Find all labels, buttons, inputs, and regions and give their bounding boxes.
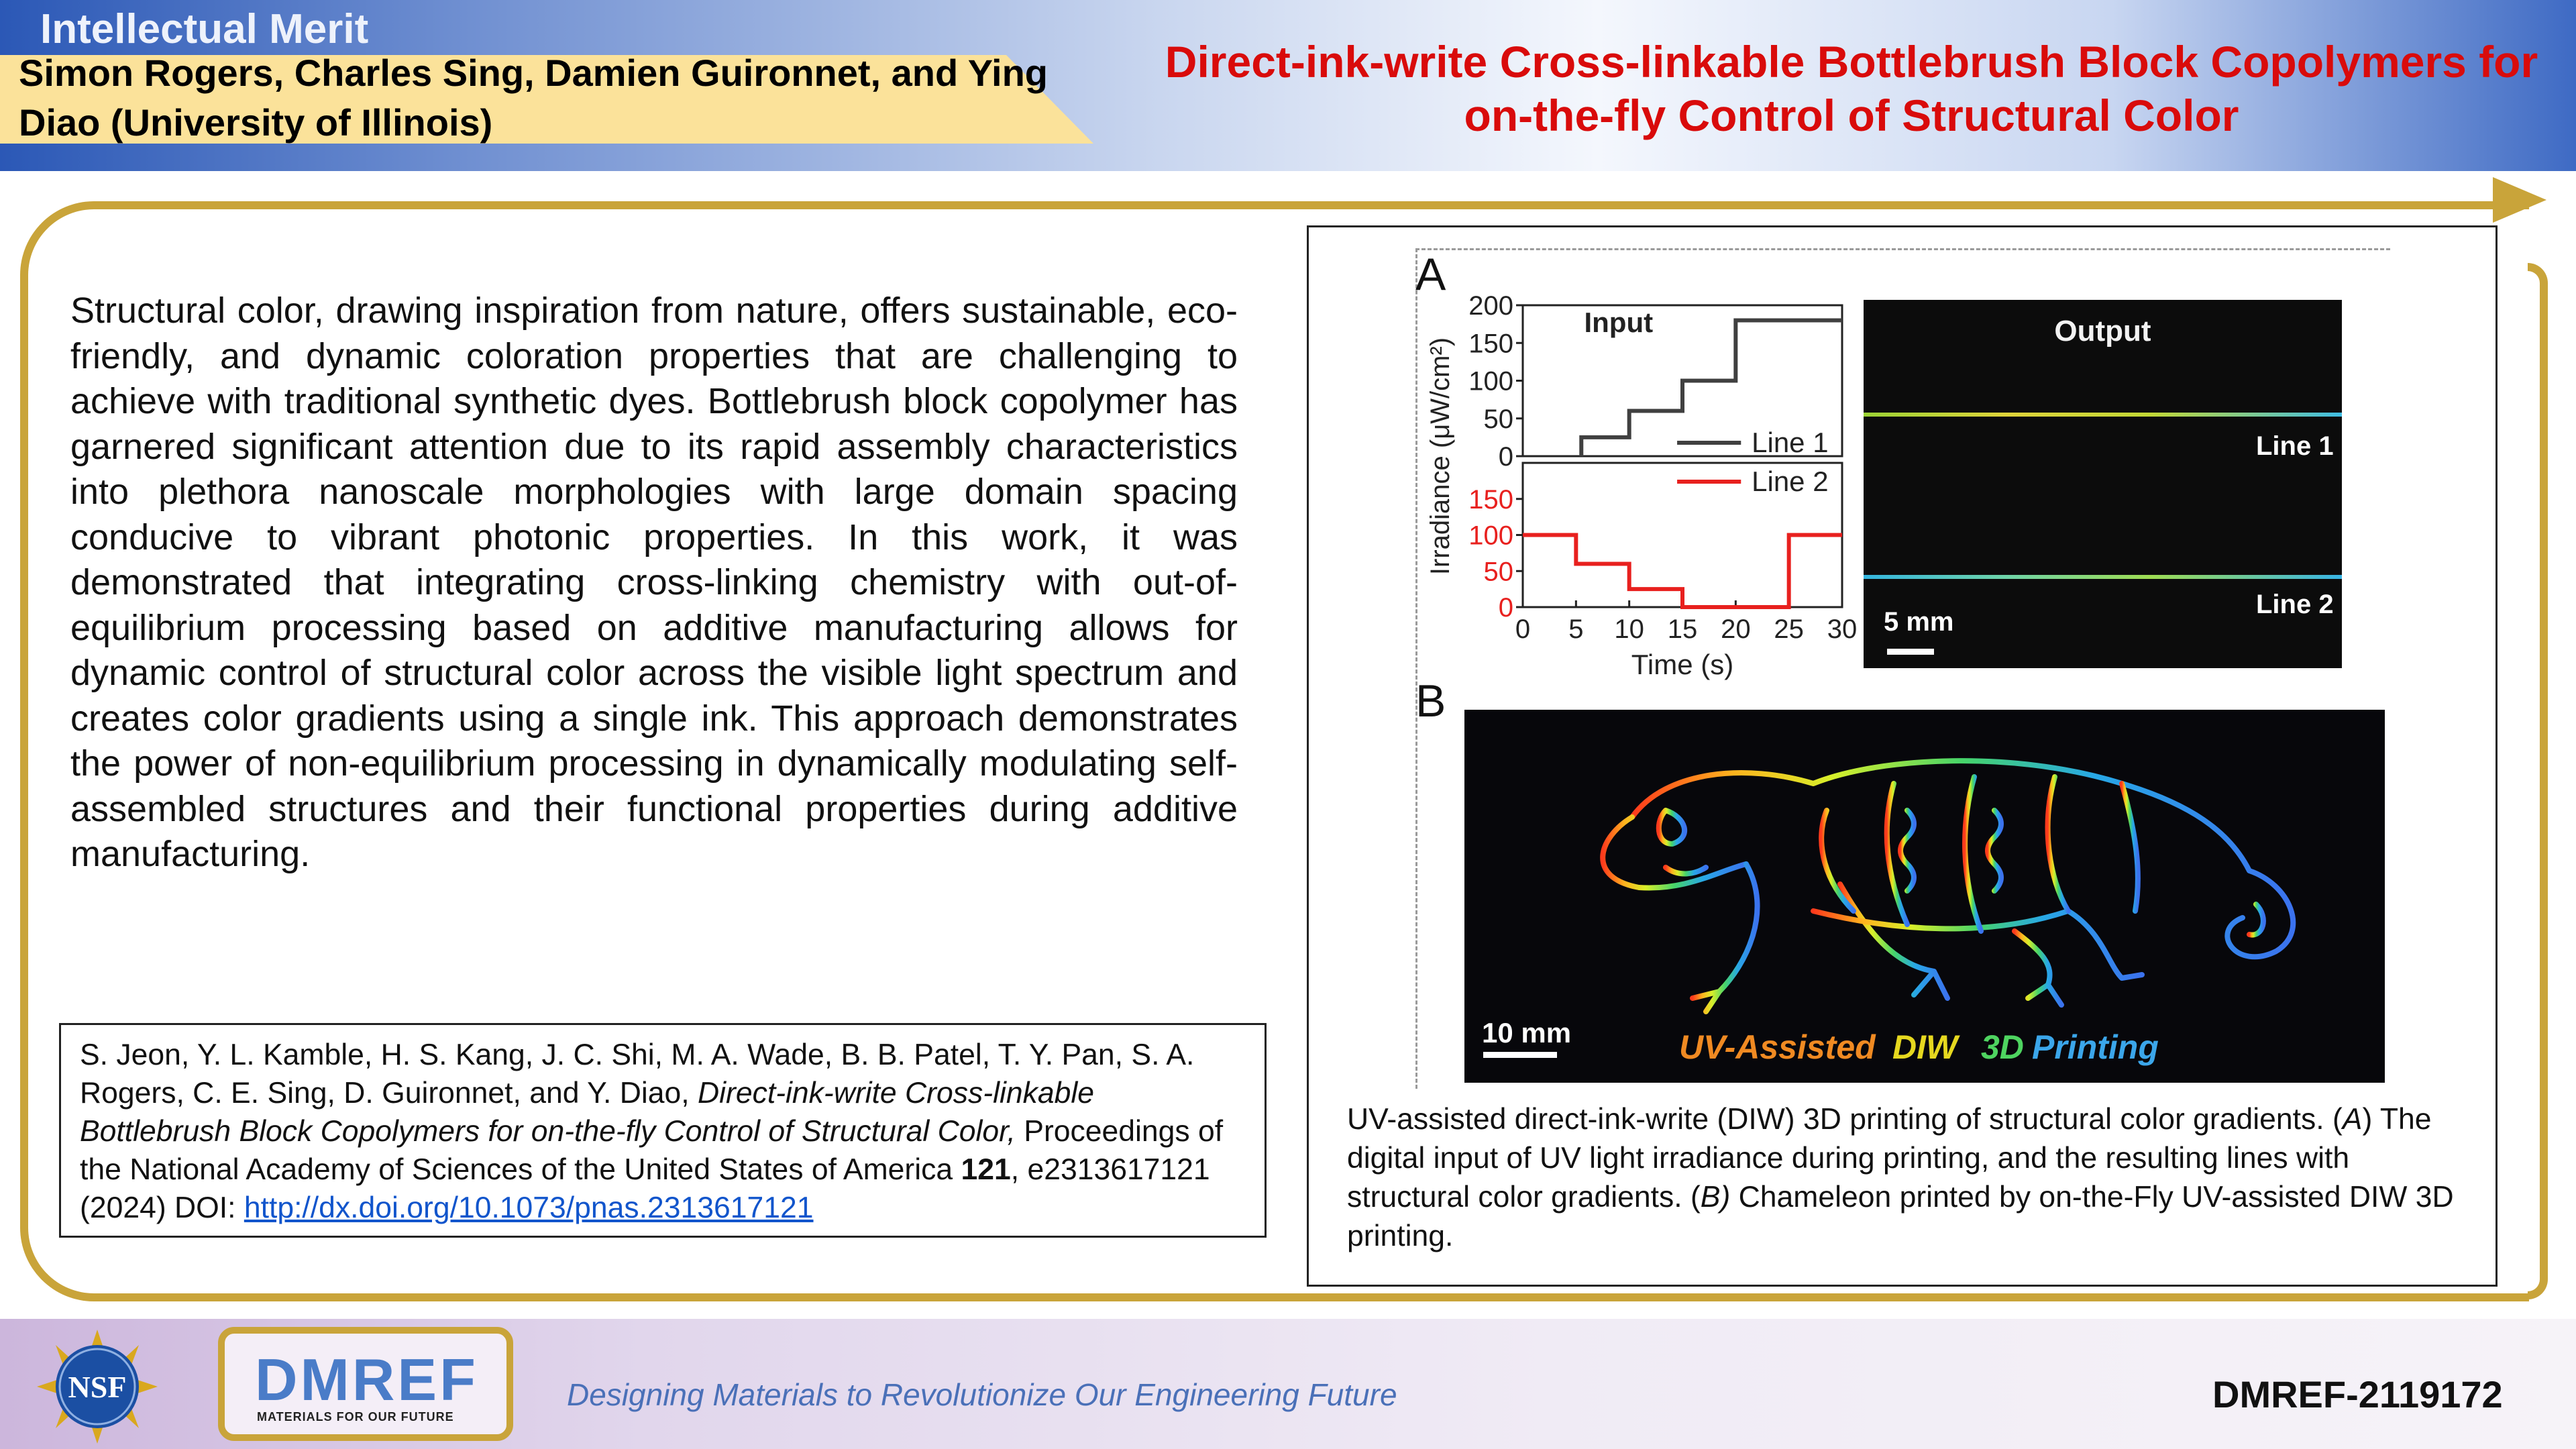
arrow-icon [2493,177,2546,223]
figure-caption: UV-assisted direct-ink-write (DIW) 3D pr… [1347,1100,2474,1256]
award-id: DMREF-2119172 [2212,1373,2503,1415]
citation-pages: , e2313617121 (2024) DOI: [80,1153,1210,1224]
citation-title: Direct-ink-write Cross-linkable Bottlebr… [80,1077,1094,1148]
chameleon-caption-printing: Printing [2032,1028,2159,1066]
y-axis-label: Irradiance (μW/cm²) [1426,337,1455,575]
authors-band [0,55,1093,144]
y-tick-label: 50 [1484,405,1514,434]
y-tick-label: 150 [1468,485,1513,515]
series-line-2 [1523,533,1842,609]
caption-a: A [2342,1103,2363,1136]
output-title: Output [2054,315,2151,347]
tagline: Designing Materials to Revolutionize Our… [567,1377,1397,1412]
dmref-logo-sub: MATERIALS FOR OUR FUTURE [257,1410,454,1424]
page-title: Direct-ink-write Cross-linkable Bottlebr… [1165,37,2538,140]
output-line2-label: Line 2 [2256,590,2334,619]
x-tick-label: 0 [1515,614,1530,644]
chameleon-image: UV-Assisted DIW 3D Printing [1600,758,2296,1066]
output-line-1 [1864,413,2342,417]
citation-box: S. Jeon, Y. L. Kamble, H. S. Kang, J. C.… [59,1023,1267,1238]
caption-part-3: Chameleon printed by on-the-Fly UV-assis… [1347,1181,2454,1252]
output-panel: Output Line 1 Line 2 5 mm [1864,300,2342,668]
y-tick-label: 100 [1468,367,1513,396]
x-tick-label: 15 [1668,614,1698,644]
y-tick-label: 150 [1468,329,1513,358]
x-tick-label: 25 [1774,614,1804,644]
caption-b: B) [1700,1181,1731,1214]
y-tick-label: 200 [1468,291,1513,321]
nsf-logo-text: NSF [68,1370,127,1404]
panel-b-label: B [1415,676,1446,727]
x-axis-label: Time (s) [1631,649,1733,680]
output-scale-label: 5 mm [1884,607,1954,637]
x-tick-label: 5 [1568,614,1583,644]
authors: Simon Rogers, Charles Sing, Damien Guiro… [19,52,1049,144]
y-tick-label: 100 [1468,521,1513,551]
x-tick-label: 20 [1721,614,1751,644]
output-line1-label: Line 1 [2256,431,2334,461]
y-tick-label: 50 [1484,557,1514,586]
chameleon-scale-bar [1483,1052,1557,1058]
chameleon-scale-label: 10 mm [1482,1017,1572,1049]
section-label: Intellectual Merit [40,6,369,52]
citation-volume: 121 [961,1153,1011,1186]
caption-part-1: UV-assisted direct-ink-write (DIW) 3D pr… [1347,1103,2343,1136]
caption-part-2: ) The digital input of UV light irradian… [1347,1103,2432,1214]
panel-a-label: A [1415,249,1446,300]
series-line-1 [1579,318,1842,456]
legend-label-2: Line 2 [1752,466,1828,497]
x-tick-label: 30 [1827,614,1858,644]
legend-label-1: Line 1 [1752,427,1828,458]
chameleon-caption-uv: UV-Assisted [1679,1028,1876,1066]
chameleon-caption-diw: DIW [1892,1028,1960,1066]
chameleon-panel: UV-Assisted DIW 3D Printing 10 mm [1464,710,2385,1083]
citation-authors: S. Jeon, Y. L. Kamble, H. S. Kang, J. C.… [80,1038,1195,1110]
body-paragraph: Structural color, drawing inspiration fr… [70,290,1238,874]
chameleon-caption-3d: 3D [1981,1028,2024,1066]
gold-frame [20,201,2529,1301]
figure-dashed-border [1415,248,2390,1089]
y-tick-label: 0 [1499,593,1513,623]
dmref-logo: DMREF MATERIALS FOR OUR FUTURE [218,1327,513,1441]
doi-link[interactable]: http://dx.doi.org/10.1073/pnas.231361712… [244,1191,814,1224]
output-scale-bar [1887,649,1934,655]
gold-frame-right [2528,263,2548,1299]
chart-title: Input [1584,307,1653,338]
output-line-2 [1864,575,2342,579]
citation-journal: Proceedings of the National Academy of S… [80,1115,1224,1186]
dmref-logo-text: DMREF [255,1346,478,1413]
y-tick-label: 0 [1499,442,1513,472]
x-tick-label: 10 [1614,614,1644,644]
nsf-logo-icon: NSF [37,1330,158,1444]
